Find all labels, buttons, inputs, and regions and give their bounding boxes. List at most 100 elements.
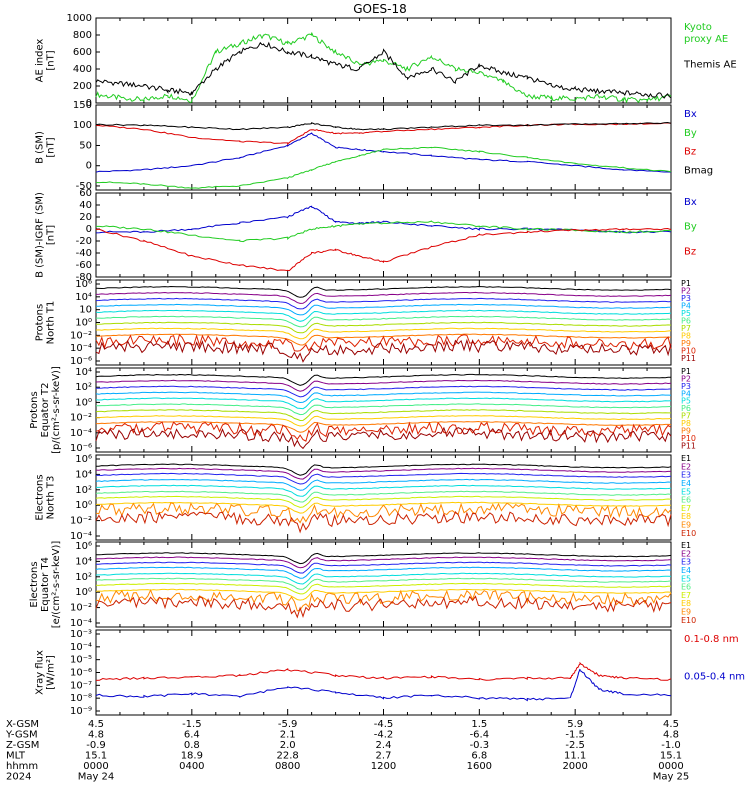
y-tick-label: 10⁻⁴: [70, 618, 92, 629]
x-axis-value: -6.4: [470, 730, 490, 741]
y-axis-label: Electrons: [29, 561, 40, 607]
y-axis-label: [nT]: [46, 50, 57, 70]
y-axis-label: [W/m²]: [46, 655, 57, 690]
x-axis-value: -1.5: [182, 719, 202, 730]
legend-label: Themis AE: [683, 60, 737, 71]
y-tick-label: 10⁲: [79, 305, 92, 316]
y-tick-label: 10⁻⁴: [70, 343, 92, 354]
y-axis-label: [nT]: [46, 137, 57, 157]
x-axis-value: 15.1: [85, 751, 107, 762]
chart-title: GOES-18: [353, 2, 407, 16]
y-tick-label: 10⁰: [75, 397, 92, 408]
y-axis-label: Equator T2: [40, 383, 51, 438]
y-tick-label: 10⁻²: [70, 413, 92, 424]
legend-label: Bz: [684, 246, 696, 257]
series-themis-ae: [96, 43, 671, 98]
y-tick-label: 10⁻⁶: [70, 668, 92, 679]
x-axis-row-label: 2024: [6, 772, 31, 783]
y-tick-label: -40: [76, 248, 92, 259]
channel-label: E10: [681, 529, 696, 538]
y-tick-label: 10⁶: [75, 541, 92, 552]
y-tick-label: 10⁰: [75, 318, 92, 329]
x-axis-value: -0.9: [86, 740, 106, 751]
panel-bigrf: -80-60-40-200204060B (SM)-IGRF (SM) [nT]B…: [35, 188, 697, 283]
x-axis-value: 11.1: [564, 751, 586, 762]
channel-e10: [96, 512, 671, 532]
y-axis-label: North T1: [46, 301, 57, 345]
channel-label: P11: [681, 441, 696, 450]
x-axis-value: -1.0: [661, 740, 681, 751]
series-bx: [96, 133, 671, 172]
x-axis-value: 22.8: [277, 751, 299, 762]
legend-label: By: [684, 128, 697, 139]
channel-e9: [96, 590, 671, 611]
x-axis-value: -0.3: [470, 740, 490, 751]
x-axis-value: 0.8: [184, 740, 200, 751]
x-axis-value: 4.5: [88, 719, 104, 730]
panel-ee: 10⁶ 10⁴ 10² 10⁰ 10⁻² 10⁻⁴ Electrons Equator T4[…: [29, 541, 696, 629]
x-axis-value: 15.1: [660, 751, 682, 762]
channel-e1: [96, 553, 671, 564]
y-tick-label: 10⁻⁶: [70, 356, 92, 367]
x-axis-value: 1.5: [471, 719, 487, 730]
y-tick-label: 10⁶: [75, 279, 92, 290]
y-tick-label: 60: [79, 188, 92, 199]
panel-pn: 10⁶ 10⁴ 10⁲ 10⁰10⁻² 10⁻⁴ 10⁻⁶ Protons North T1 P…: [35, 279, 697, 367]
x-axis-value: 4.5: [663, 719, 679, 730]
y-tick-label: 10⁻²: [70, 603, 92, 614]
legend-label: Bx: [684, 109, 697, 120]
channel-p9: [96, 422, 671, 433]
x-axis-value: 2.7: [376, 751, 392, 762]
panel-frame: [96, 630, 671, 715]
x-axis-value: 4.8: [88, 730, 104, 741]
x-axis-value: 2.4: [376, 740, 392, 751]
x-axis-row-label: X-GSM: [6, 719, 39, 730]
panel-frame: [96, 542, 671, 627]
y-tick-label: 10⁻²: [70, 516, 92, 527]
y-tick-label: 40: [79, 200, 92, 211]
channel-p11: [96, 341, 671, 362]
y-axis-label: Equator T4: [40, 557, 51, 612]
x-axis-value: 18.9: [181, 751, 203, 762]
goes18-plot: GOES-18 02004006008001000AE index [nT]Kyo…: [0, 0, 750, 800]
legend-label: Bz: [684, 147, 696, 158]
x-axis-value: 0000: [658, 761, 683, 772]
x-axis-value: 0400: [179, 761, 204, 772]
x-axis-value: 1200: [371, 761, 396, 772]
y-tick-label: 10⁻⁸: [70, 693, 92, 704]
y-tick-label: 10⁻⁶: [70, 443, 92, 454]
x-axis-value: 0800: [275, 761, 300, 772]
y-axis-label: [p/(cm²-s-sr-keV)]: [51, 366, 62, 454]
y-tick-label: 10⁴: [75, 556, 92, 567]
legend-label: Kyoto: [684, 22, 712, 33]
x-axis-value: -1.5: [565, 730, 585, 741]
x-axis-value: 2.1: [280, 730, 296, 741]
y-tick-label: -20: [76, 236, 92, 247]
x-axis-value: 6.8: [471, 751, 487, 762]
x-axis-value: 6.4: [184, 730, 200, 741]
panel-frame: [96, 193, 671, 277]
legend-label: Bx: [684, 197, 697, 208]
y-tick-label: 150: [73, 100, 92, 111]
y-tick-label: 50: [79, 140, 92, 151]
y-tick-label: 10⁴: [75, 469, 92, 480]
y-tick-label: 10²: [75, 485, 92, 496]
y-axis-label: North T3: [46, 476, 57, 520]
y-axis-label: B (SM)-IGRF (SM): [35, 192, 46, 278]
x-axis-row-label: Z-GSM: [6, 740, 39, 751]
series-bx: [96, 206, 671, 233]
channel-label: P11: [681, 354, 696, 363]
legend-label: proxy AE: [684, 34, 728, 45]
panel-bsm: -50 0 50 100 150 B (SM) [nT] Bx By Bz Bmag: [35, 100, 714, 192]
y-tick-label: 800: [73, 30, 92, 41]
panel-frame: [96, 105, 671, 190]
panel-xray: 10⁻³10⁻⁴10⁻⁵10⁻⁶10⁻⁷10⁻⁸10⁻⁹Xray flux [W/…: [35, 629, 746, 717]
y-tick-label: 10²: [75, 572, 92, 583]
y-tick-label: 10⁰: [75, 500, 92, 511]
legend-label: Bmag: [684, 165, 713, 176]
series-bz: [96, 123, 671, 144]
y-tick-label: 0: [86, 224, 92, 235]
y-tick-label: 0: [86, 161, 92, 172]
y-axis-label: Xray flux: [35, 650, 46, 695]
x-axis-table: X-GSM 4.5 -1.5 -5.9 -4.5 1.5 5.9 4.5 Y-GSM 4.8 6.4…: [5, 719, 689, 783]
